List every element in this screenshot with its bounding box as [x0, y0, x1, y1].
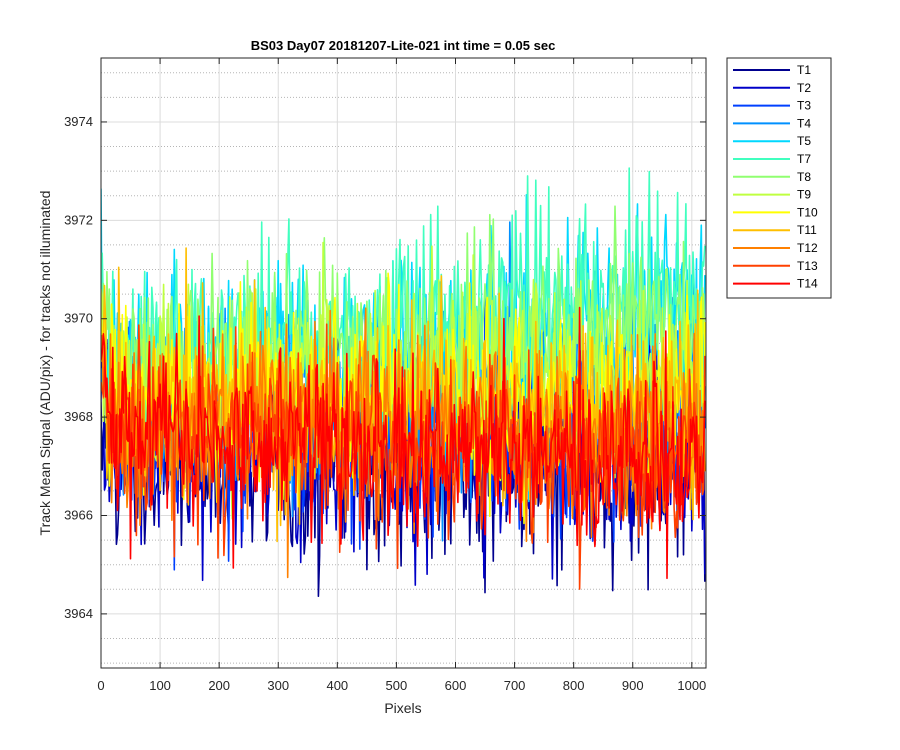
- legend-label-t4: T4: [797, 116, 811, 130]
- legend-label-t9: T9: [797, 188, 811, 202]
- x-tick-label: 400: [326, 678, 348, 693]
- y-tick-label: 3964: [64, 606, 93, 621]
- y-tick-label: 3966: [64, 508, 93, 523]
- x-tick-label: 300: [267, 678, 289, 693]
- x-tick-label: 200: [208, 678, 230, 693]
- legend-box: [726, 57, 832, 299]
- chart-title: BS03 Day07 20181207-Lite-021 int time = …: [251, 38, 556, 53]
- legend-label-t1: T1: [797, 63, 811, 77]
- x-tick-label: 1000: [677, 678, 706, 693]
- y-tick-label: 3968: [64, 409, 93, 424]
- x-axis-label: Pixels: [384, 700, 421, 716]
- x-tick-label: 0: [97, 678, 104, 693]
- legend-label-t10: T10: [797, 205, 818, 219]
- legend: T1 T2 T3 T4 T5 T7 T8 T9 T10 T11 T12 T13 T14: [726, 57, 832, 299]
- x-tick-label: 600: [445, 678, 467, 693]
- plot-frame: [100, 57, 707, 669]
- legend-label-t2: T2: [797, 81, 811, 95]
- y-tick-label: 3972: [64, 212, 93, 227]
- y-tick-label: 3974: [64, 114, 93, 129]
- series-line-t7: [101, 167, 706, 468]
- axis-ticks: 0 100 200 300 400 500 600 700 800 900 1000 3964 3966…: [64, 58, 706, 693]
- x-tick-label: 500: [386, 678, 408, 693]
- legend-label-t8: T8: [797, 170, 811, 184]
- series-line-t14: [101, 306, 706, 580]
- legend-label-t7: T7: [797, 152, 811, 166]
- legend-label-t5: T5: [797, 134, 811, 148]
- legend-label-t14: T14: [797, 277, 818, 291]
- legend-label-t11: T11: [797, 223, 817, 237]
- x-tick-label: 900: [622, 678, 644, 693]
- y-axis-label: Track Mean Signal (ADU/pix) - for tracks…: [37, 191, 53, 536]
- x-tick-label: 800: [563, 678, 585, 693]
- x-tick-label: 100: [149, 678, 171, 693]
- x-tick-label: 700: [504, 678, 526, 693]
- legend-label-t13: T13: [797, 259, 818, 273]
- series-layer: [101, 167, 706, 597]
- legend-label-t12: T12: [797, 241, 818, 255]
- legend-label-t3: T3: [797, 99, 811, 113]
- y-tick-label: 3970: [64, 311, 93, 326]
